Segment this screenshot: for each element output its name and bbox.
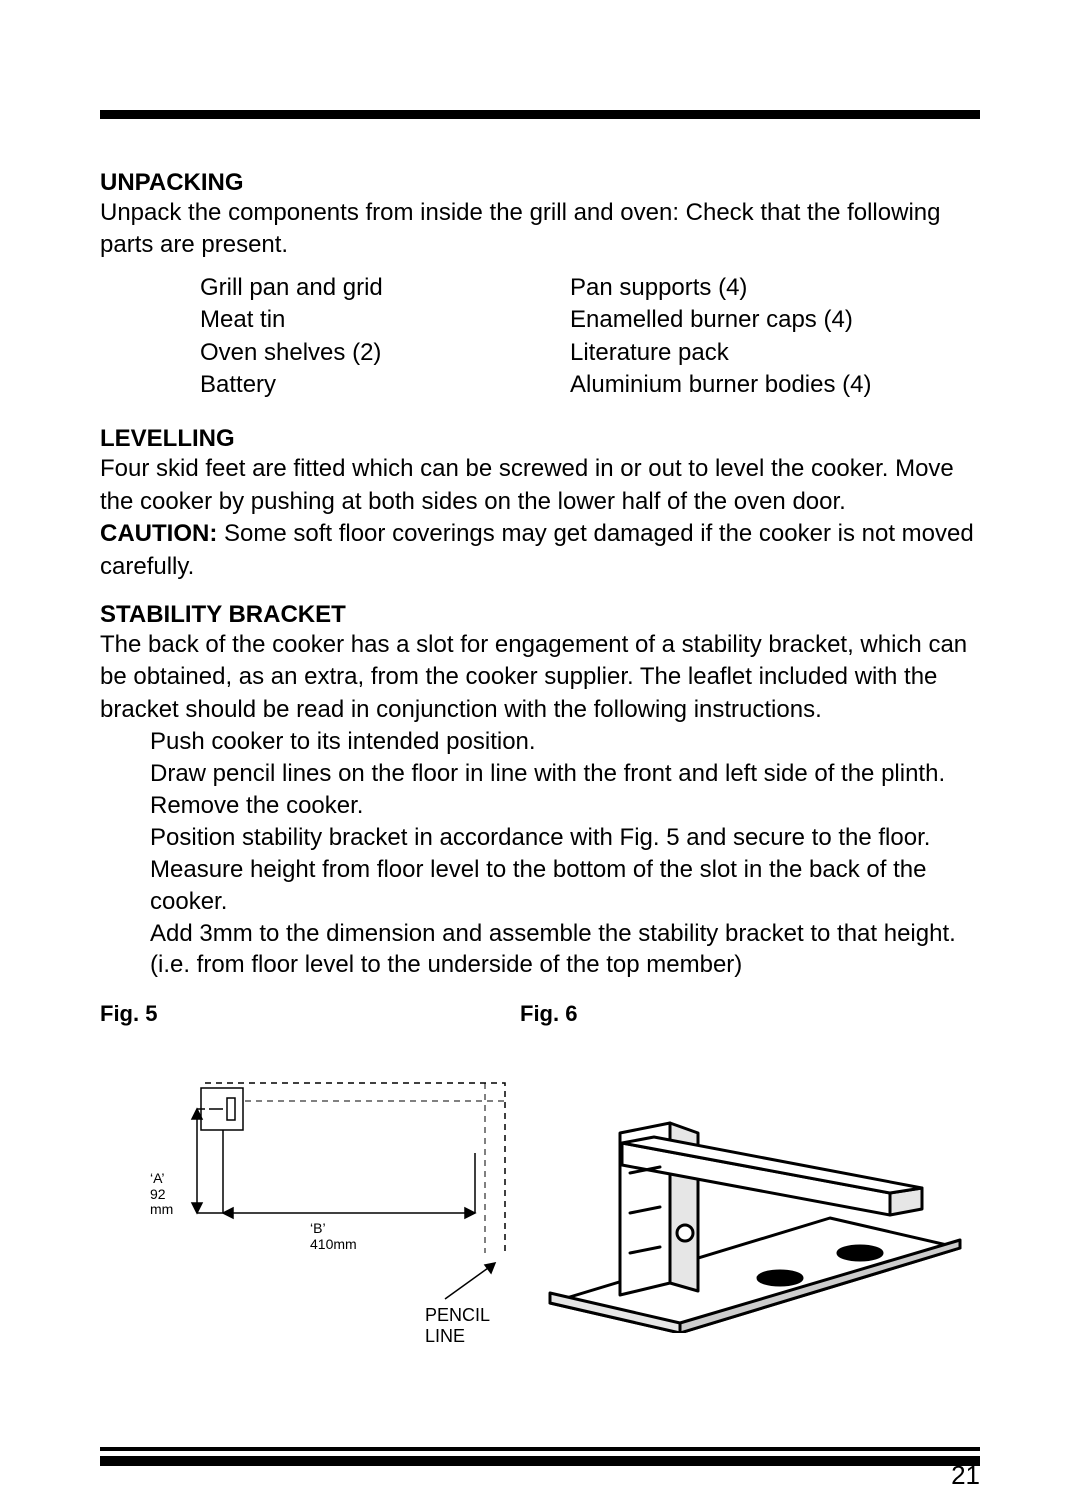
fig5-wrapper: ‘A’ 92 mm ‘B’ 410mm PENCIL LINE [100, 1053, 530, 1373]
fig5-dim-b: ‘B’ 410mm [310, 1221, 357, 1252]
fig6-wrapper [530, 1073, 970, 1373]
dim-b-line0: ‘B’ [310, 1221, 357, 1236]
parts-col-right: Pan supports (4) Enamelled burner caps (… [570, 272, 871, 402]
figures-row: ‘A’ 92 mm ‘B’ 410mm PENCIL LINE [100, 1053, 980, 1373]
fig5-label: Fig. 5 [100, 1001, 520, 1027]
fig6-diagram [530, 1073, 970, 1333]
dim-a-line1: 92 [150, 1187, 173, 1202]
levelling-p1: Four skid feet are fitted which can be s… [100, 453, 980, 518]
step-4: Add 3mm to the dimension and assemble th… [150, 918, 980, 982]
part-right-1: Enamelled burner caps (4) [570, 304, 871, 336]
fig5-dim-a: ‘A’ 92 mm [150, 1171, 173, 1217]
fig-label-row: Fig. 5 Fig. 6 [100, 1001, 980, 1027]
page-number: 21 [951, 1460, 980, 1491]
header-rule [100, 110, 980, 119]
step-3: Measure height from floor level to the b… [150, 854, 980, 918]
step-1: Draw pencil lines on the floor in line w… [150, 758, 980, 822]
dim-a-line0: ‘A’ [150, 1171, 173, 1186]
stability-p1: The back of the cooker has a slot for en… [100, 629, 980, 726]
caution-body: Some soft floor coverings may get damage… [100, 520, 974, 579]
page-root: UNPACKING Unpack the components from ins… [0, 0, 1080, 1511]
levelling-caution: CAUTION: Some soft floor coverings may g… [100, 518, 980, 583]
part-right-2: Literature pack [570, 337, 871, 369]
part-right-0: Pan supports (4) [570, 272, 871, 304]
step-2: Position stability bracket in accordance… [150, 822, 980, 854]
footer-rules [100, 1447, 980, 1466]
part-left-0: Grill pan and grid [200, 272, 550, 304]
part-left-1: Meat tin [200, 304, 550, 336]
parts-col-left: Grill pan and grid Meat tin Oven shelves… [200, 272, 550, 402]
footer-rule-thick [100, 1456, 980, 1466]
dim-a-line2: mm [150, 1202, 173, 1217]
dim-b-line1: 410mm [310, 1237, 357, 1252]
step-0: Push cooker to its intended position. [150, 726, 980, 758]
levelling-head: LEVELLING [100, 425, 980, 453]
unpacking-intro: Unpack the components from inside the gr… [100, 197, 980, 262]
part-left-3: Battery [200, 369, 550, 401]
part-left-2: Oven shelves (2) [200, 337, 550, 369]
unpacking-head: UNPACKING [100, 169, 980, 197]
part-right-3: Aluminium burner bodies (4) [570, 369, 871, 401]
caution-label: CAUTION: [100, 520, 217, 547]
stability-steps: Push cooker to its intended position. Dr… [150, 726, 980, 981]
fig6-label: Fig. 6 [520, 1001, 940, 1027]
fig5-pencil-line-label: PENCIL LINE [425, 1305, 530, 1347]
stability-head: STABILITY BRACKET [100, 601, 980, 629]
footer-rule-thin [100, 1447, 980, 1451]
parts-columns: Grill pan and grid Meat tin Oven shelves… [100, 272, 980, 402]
